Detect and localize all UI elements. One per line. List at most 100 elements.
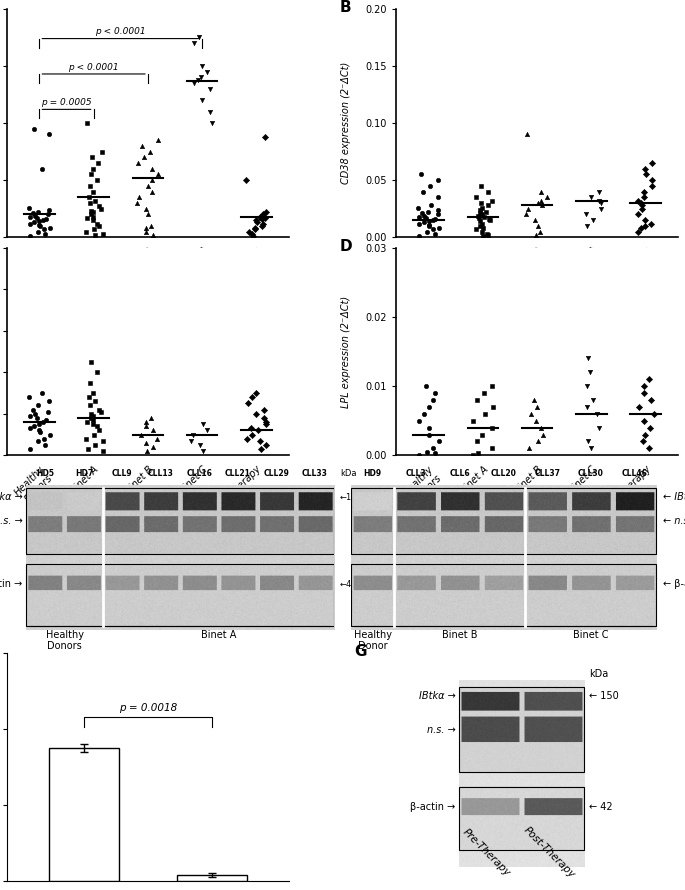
Point bbox=[92, 419, 103, 433]
Text: p < 0.0001: p < 0.0001 bbox=[95, 28, 146, 36]
Point bbox=[425, 198, 436, 213]
Point bbox=[82, 442, 93, 457]
Point bbox=[523, 201, 534, 215]
Point bbox=[147, 440, 158, 454]
Point bbox=[471, 434, 482, 449]
Point bbox=[147, 184, 158, 198]
Point bbox=[35, 425, 46, 440]
Point bbox=[418, 215, 429, 230]
Point bbox=[645, 420, 656, 434]
Text: p < 0.0001: p < 0.0001 bbox=[68, 62, 119, 72]
Point bbox=[25, 229, 36, 243]
Point bbox=[97, 227, 108, 241]
Point bbox=[477, 224, 488, 239]
Point bbox=[479, 209, 490, 223]
Point bbox=[258, 402, 269, 417]
Point bbox=[29, 419, 40, 433]
Point bbox=[595, 196, 606, 210]
Point bbox=[475, 219, 486, 233]
Point bbox=[486, 194, 497, 208]
Point bbox=[583, 352, 594, 366]
Point bbox=[481, 205, 492, 219]
Point bbox=[44, 127, 55, 142]
Point bbox=[585, 365, 596, 379]
Point bbox=[241, 173, 252, 187]
Text: ← IBtkα: ← IBtkα bbox=[663, 492, 685, 503]
Point bbox=[147, 173, 158, 187]
Text: Pre-Therapy: Pre-Therapy bbox=[461, 827, 512, 878]
Point bbox=[25, 209, 36, 223]
Point bbox=[88, 209, 99, 223]
Point bbox=[43, 203, 54, 217]
Point bbox=[88, 205, 99, 219]
Point bbox=[39, 432, 50, 446]
Point bbox=[647, 173, 658, 187]
Point bbox=[86, 355, 97, 369]
Point bbox=[582, 400, 593, 414]
Point bbox=[532, 400, 543, 414]
Point bbox=[586, 441, 597, 456]
Point bbox=[473, 446, 484, 460]
Point bbox=[596, 201, 607, 215]
Point bbox=[33, 205, 44, 219]
Point bbox=[639, 219, 650, 233]
Point bbox=[86, 411, 97, 425]
Point bbox=[467, 414, 478, 428]
Point bbox=[36, 162, 47, 176]
Point bbox=[471, 190, 482, 205]
Point bbox=[478, 386, 489, 400]
Text: n.s. →: n.s. → bbox=[427, 724, 456, 735]
Point bbox=[145, 219, 156, 233]
Point bbox=[530, 228, 541, 242]
Point bbox=[143, 207, 154, 222]
Text: CLL33: CLL33 bbox=[302, 469, 328, 479]
Text: p = 0.0005: p = 0.0005 bbox=[41, 98, 92, 107]
Point bbox=[632, 207, 643, 222]
Point bbox=[423, 217, 434, 231]
Point bbox=[151, 432, 162, 446]
Point bbox=[90, 394, 101, 409]
Point bbox=[643, 441, 654, 456]
Point bbox=[638, 386, 649, 400]
Text: kDa: kDa bbox=[589, 669, 608, 679]
Point bbox=[143, 179, 154, 193]
Point bbox=[247, 227, 258, 241]
Point bbox=[27, 206, 38, 221]
Point bbox=[86, 207, 97, 222]
Point bbox=[97, 144, 108, 158]
Text: CLL13: CLL13 bbox=[148, 469, 174, 479]
Point bbox=[153, 134, 164, 148]
Point bbox=[477, 221, 488, 235]
Point bbox=[186, 433, 197, 448]
Point bbox=[413, 200, 424, 214]
Point bbox=[581, 379, 592, 393]
Point bbox=[421, 379, 432, 393]
Point bbox=[432, 203, 443, 217]
Point bbox=[45, 221, 55, 235]
Point bbox=[434, 221, 445, 235]
Point bbox=[637, 201, 648, 215]
Point bbox=[475, 203, 486, 217]
Text: CLL20: CLL20 bbox=[490, 469, 516, 479]
Text: ←150: ←150 bbox=[340, 493, 363, 502]
Point bbox=[38, 213, 49, 227]
Point bbox=[94, 199, 105, 214]
Point bbox=[95, 405, 106, 419]
Point bbox=[433, 190, 444, 205]
Text: CLL9: CLL9 bbox=[112, 469, 133, 479]
Point bbox=[250, 221, 261, 235]
Point bbox=[434, 434, 445, 449]
Point bbox=[257, 212, 268, 226]
Point bbox=[414, 414, 425, 428]
Text: CLL6: CLL6 bbox=[449, 469, 470, 479]
Point bbox=[188, 427, 199, 441]
Point bbox=[97, 433, 108, 448]
Point bbox=[197, 59, 208, 73]
Point bbox=[88, 417, 99, 432]
Text: CLL3: CLL3 bbox=[406, 469, 427, 479]
Bar bbox=[49, 748, 119, 881]
Point bbox=[473, 211, 484, 225]
Point bbox=[593, 194, 604, 208]
Point bbox=[482, 198, 493, 213]
Point bbox=[138, 150, 149, 165]
